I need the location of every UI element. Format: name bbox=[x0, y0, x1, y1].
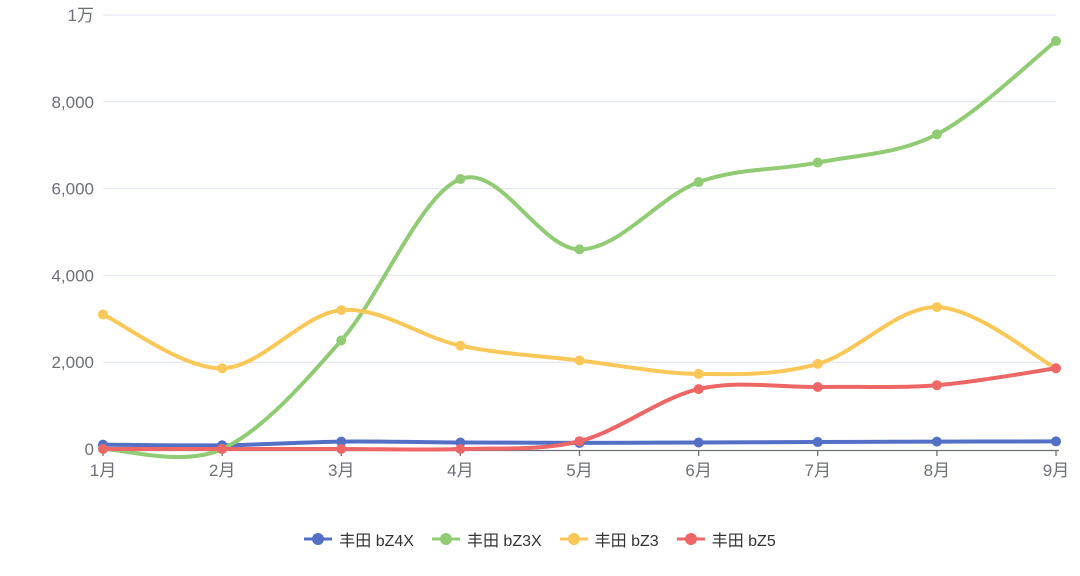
data-point-1-7[interactable] bbox=[931, 129, 942, 140]
x-axis-label: 1月 bbox=[90, 461, 116, 480]
data-point-3-7[interactable] bbox=[931, 380, 942, 391]
data-point-0-6[interactable] bbox=[812, 437, 823, 448]
data-point-1-6[interactable] bbox=[812, 157, 823, 168]
data-point-2-1[interactable] bbox=[217, 363, 228, 374]
legend-line-dot-icon bbox=[559, 533, 588, 545]
legend-item-3[interactable]: 丰田 bZ5 bbox=[676, 527, 776, 551]
data-point-0-2[interactable] bbox=[336, 436, 347, 447]
data-point-1-4[interactable] bbox=[574, 244, 585, 255]
data-point-3-4[interactable] bbox=[574, 436, 585, 447]
data-point-3-1[interactable] bbox=[217, 444, 228, 454]
x-axis-label: 8月 bbox=[924, 461, 950, 480]
y-axis-label: 1万 bbox=[68, 6, 94, 25]
data-point-3-5[interactable] bbox=[693, 384, 704, 395]
data-point-3-6[interactable] bbox=[812, 381, 823, 392]
legend-item-0[interactable]: 丰田 bZ4X bbox=[304, 527, 414, 551]
data-point-3-0[interactable] bbox=[98, 444, 108, 454]
data-point-2-0[interactable] bbox=[98, 309, 108, 320]
legend-label: 丰田 bZ3 bbox=[594, 533, 659, 550]
chart-legend: 丰田 bZ4X 丰田 bZ3X 丰田 bZ3 丰田 bZ5 bbox=[0, 527, 1080, 551]
series-line-1 bbox=[101, 39, 1058, 460]
legend-item-2[interactable]: 丰田 bZ3 bbox=[559, 527, 659, 551]
x-axis-label: 4月 bbox=[447, 461, 473, 480]
x-axis-label: 6月 bbox=[685, 461, 711, 480]
y-axis-label: 6,000 bbox=[51, 180, 94, 199]
data-point-2-6[interactable] bbox=[812, 358, 823, 369]
data-point-1-8[interactable] bbox=[1051, 36, 1061, 47]
data-point-3-2[interactable] bbox=[336, 444, 347, 454]
data-point-1-3[interactable] bbox=[455, 174, 466, 185]
x-axis-label: 2月 bbox=[209, 461, 235, 480]
data-point-2-5[interactable] bbox=[693, 368, 704, 379]
data-point-0-7[interactable] bbox=[931, 436, 942, 447]
y-axis-label: 0 bbox=[85, 440, 94, 459]
data-point-2-4[interactable] bbox=[574, 355, 585, 366]
legend-label: 丰田 bZ4X bbox=[339, 533, 414, 550]
y-axis-label: 4,000 bbox=[51, 266, 94, 285]
data-point-1-2[interactable] bbox=[336, 335, 347, 346]
x-axis-label: 3月 bbox=[328, 461, 354, 480]
data-point-0-8[interactable] bbox=[1051, 436, 1061, 447]
y-axis-label: 8,000 bbox=[51, 93, 94, 112]
legend-label: 丰田 bZ5 bbox=[711, 533, 776, 550]
data-point-2-7[interactable] bbox=[931, 302, 942, 313]
data-point-3-8[interactable] bbox=[1051, 363, 1061, 374]
x-axis-label: 7月 bbox=[805, 461, 831, 480]
x-axis-label: 5月 bbox=[566, 461, 592, 480]
x-axis-label: 9月 bbox=[1043, 461, 1069, 480]
y-axis-label: 2,000 bbox=[51, 353, 94, 372]
legend-label: 丰田 bZ3X bbox=[466, 533, 542, 550]
data-point-1-5[interactable] bbox=[693, 177, 704, 188]
data-point-2-2[interactable] bbox=[336, 305, 347, 316]
data-point-2-3[interactable] bbox=[455, 340, 466, 351]
legend-line-dot-icon bbox=[676, 533, 705, 545]
data-point-3-3[interactable] bbox=[455, 444, 466, 454]
legend-item-1[interactable]: 丰田 bZ3X bbox=[431, 527, 542, 551]
legend-line-dot-icon bbox=[431, 533, 460, 545]
legend-line-dot-icon bbox=[304, 533, 333, 545]
data-point-0-5[interactable] bbox=[693, 437, 704, 448]
